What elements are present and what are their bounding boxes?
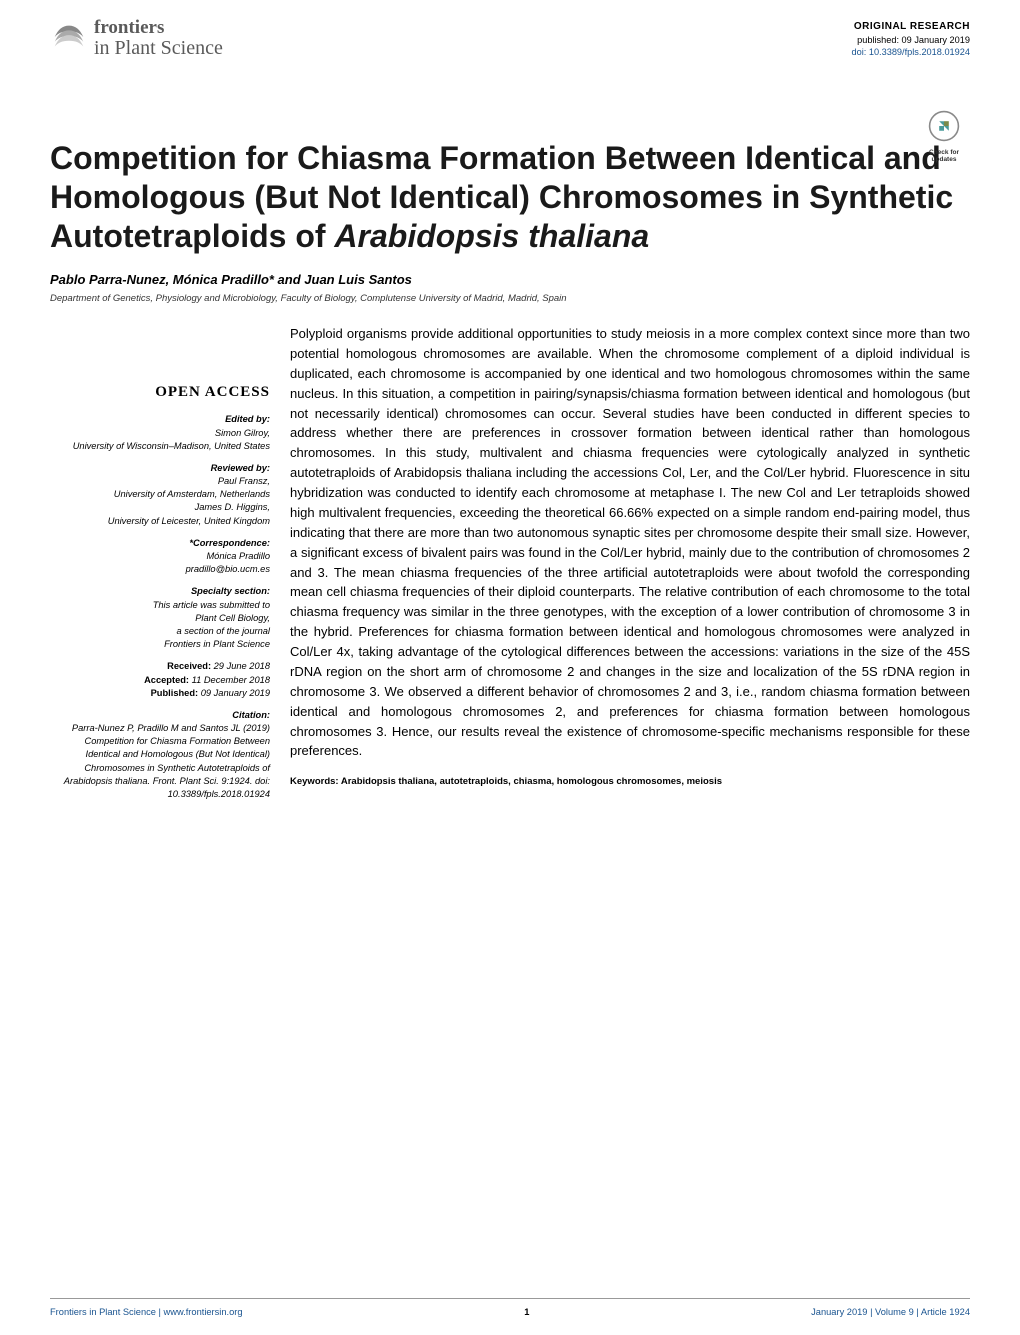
abstract-column: Polyploid organisms provide additional o… — [290, 324, 970, 801]
edited-by-inst: University of Wisconsin–Madison, United … — [50, 440, 270, 453]
reviewed-by-label: Reviewed by: — [50, 462, 270, 475]
logo-line2: in Plant Science — [94, 38, 223, 59]
reviewer-1-inst: University of Amsterdam, Netherlands — [50, 488, 270, 501]
footer-left[interactable]: Frontiers in Plant Science | www.frontie… — [50, 1307, 243, 1317]
specialty-line1: This article was submitted to — [50, 599, 270, 612]
pub-date: published: 09 January 2019 — [851, 34, 970, 46]
reviewer-1-name: Paul Fransz, — [50, 475, 270, 488]
specialty-label: Specialty section: — [50, 585, 270, 598]
keywords: Keywords: Arabidopsis thaliana, autotetr… — [290, 775, 970, 788]
footer: Frontiers in Plant Science | www.frontie… — [50, 1298, 970, 1317]
frontiers-icon — [50, 18, 88, 56]
doi[interactable]: doi: 10.3389/fpls.2018.01924 — [851, 46, 970, 58]
abstract-text: Polyploid organisms provide additional o… — [290, 324, 970, 761]
logo-text: frontiers in Plant Science — [94, 18, 223, 59]
edited-by-label: Edited by: — [50, 413, 270, 426]
authors: Pablo Parra-Nunez, Mónica Pradillo* and … — [50, 272, 970, 287]
article-type: ORIGINAL RESEARCH — [851, 20, 970, 34]
footer-page-number: 1 — [524, 1307, 529, 1317]
published-date: Published: 09 January 2019 — [50, 687, 270, 700]
specialty-line2: Plant Cell Biology, — [50, 612, 270, 625]
main: Competition for Chiasma Formation Betwee… — [0, 69, 1020, 801]
specialty-line4: Frontiers in Plant Science — [50, 638, 270, 651]
check-updates-badge[interactable]: Check for updates — [918, 110, 970, 163]
correspondence-email[interactable]: pradillo@bio.ucm.es — [50, 563, 270, 576]
publication-meta: ORIGINAL RESEARCH published: 09 January … — [851, 18, 970, 59]
article-title: Competition for Chiasma Formation Betwee… — [50, 139, 970, 256]
footer-right[interactable]: January 2019 | Volume 9 | Article 1924 — [811, 1307, 970, 1317]
correspondence-name: Mónica Pradillo — [50, 550, 270, 563]
specialty-line3: a section of the journal — [50, 625, 270, 638]
reviewer-2-inst: University of Leicester, United Kingdom — [50, 515, 270, 528]
logo-line1: frontiers — [94, 18, 223, 38]
correspondence-label: *Correspondence: — [50, 537, 270, 550]
reviewer-2-name: James D. Higgins, — [50, 501, 270, 514]
check-updates-text: Check for updates — [918, 149, 970, 163]
header: frontiers in Plant Science ORIGINAL RESE… — [0, 0, 1020, 69]
journal-logo: frontiers in Plant Science — [50, 18, 223, 59]
edited-by-name: Simon Gilroy, — [50, 427, 270, 440]
title-species: Arabidopsis thaliana — [334, 218, 649, 254]
citation-text: Parra-Nunez P, Pradillo M and Santos JL … — [50, 722, 270, 801]
open-access-heading: OPEN ACCESS — [50, 382, 270, 403]
sidebar: OPEN ACCESS Edited by: Simon Gilroy, Uni… — [50, 324, 270, 801]
two-column-layout: OPEN ACCESS Edited by: Simon Gilroy, Uni… — [50, 324, 970, 801]
citation-label: Citation: — [50, 709, 270, 722]
accepted-date: Accepted: 11 December 2018 — [50, 674, 270, 687]
received-date: Received: Received: 29 June 201829 June … — [50, 660, 270, 673]
affiliation: Department of Genetics, Physiology and M… — [50, 293, 970, 304]
